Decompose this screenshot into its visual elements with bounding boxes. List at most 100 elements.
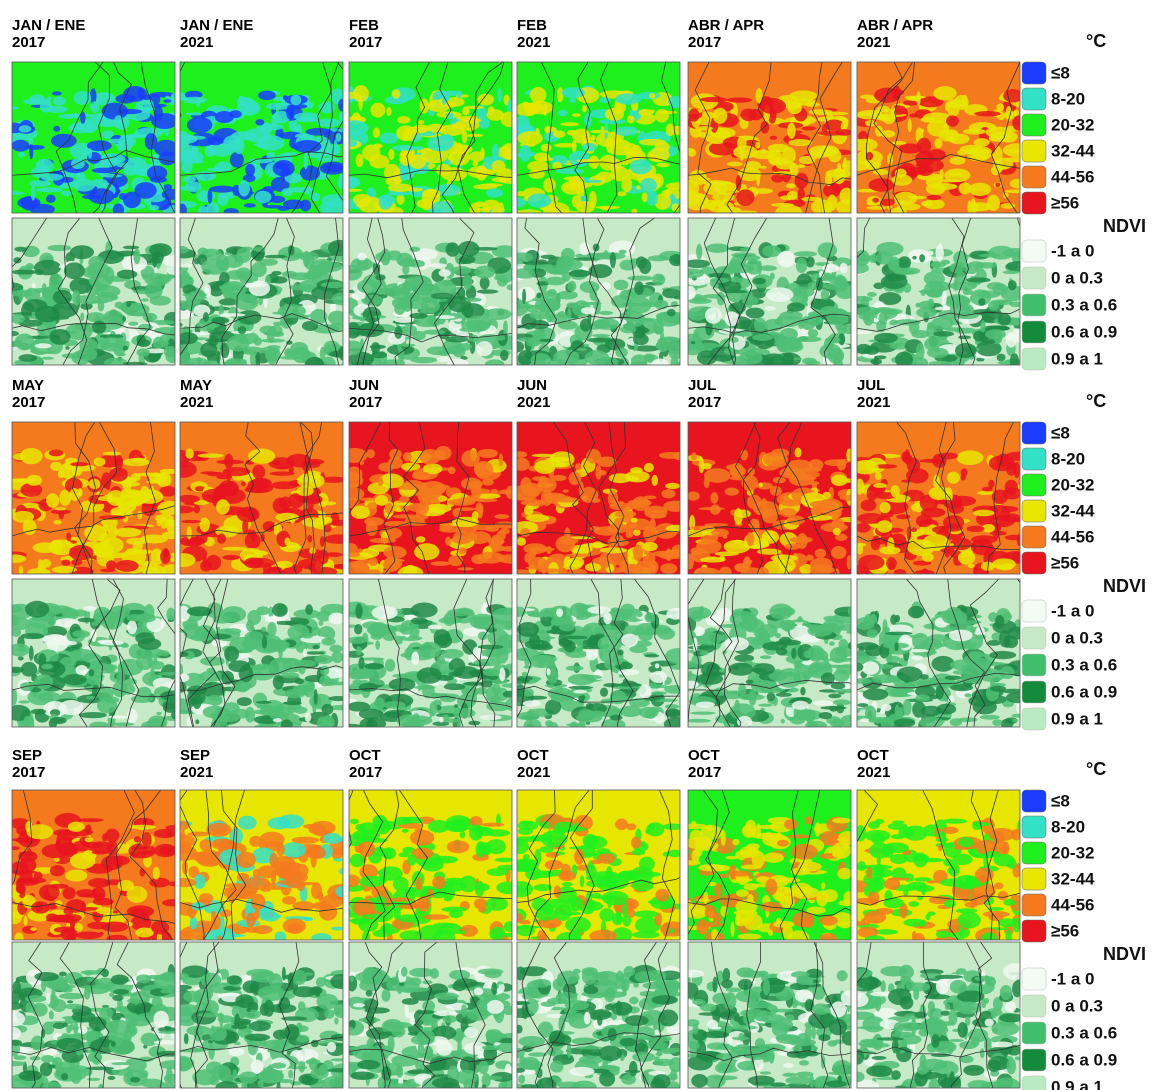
map-patch <box>261 338 286 342</box>
map-patch <box>173 300 194 309</box>
map-patch <box>761 498 767 509</box>
map-patch <box>120 146 124 151</box>
map-patch <box>76 665 88 675</box>
map-patch <box>696 539 721 554</box>
map-patch <box>474 266 495 279</box>
map-patch <box>53 126 60 132</box>
map-patch <box>245 164 255 176</box>
map-patch <box>369 557 378 566</box>
map-patch <box>831 682 846 689</box>
map-patch <box>971 535 997 543</box>
panel-month: MAY <box>12 377 44 394</box>
map-patch <box>521 500 542 506</box>
map-patch <box>41 357 54 360</box>
map-patch <box>880 502 891 513</box>
map-patch <box>469 151 484 161</box>
map-patch <box>694 568 719 577</box>
map-patch <box>1014 462 1020 478</box>
map-patch <box>236 267 252 279</box>
map-patch <box>856 642 878 650</box>
map-patch <box>660 563 677 574</box>
map-patch <box>267 622 277 637</box>
map-patch <box>1003 487 1022 499</box>
map-patch <box>262 636 267 649</box>
map-patch <box>739 248 749 251</box>
legend-label: 0.3 a 0.6 <box>1051 295 1117 314</box>
map-content <box>3 422 184 587</box>
map-patch <box>615 93 641 104</box>
map-patch <box>96 284 108 291</box>
map-patch <box>237 507 260 523</box>
map-panel <box>848 579 1039 739</box>
map-patch <box>137 511 142 519</box>
map-patch <box>643 542 658 551</box>
map-patch <box>373 127 380 138</box>
map-patch <box>630 159 652 174</box>
map-patch <box>620 326 636 334</box>
map-patch <box>307 270 324 275</box>
map-patch <box>643 354 654 362</box>
map-patch <box>565 554 592 558</box>
map-patch <box>452 517 479 527</box>
map-patch <box>708 273 730 278</box>
map-patch <box>546 668 550 675</box>
map-patch <box>511 198 526 208</box>
map-patch <box>671 126 685 135</box>
map-patch <box>41 664 53 670</box>
map-patch <box>260 258 278 265</box>
map-patch <box>807 625 832 636</box>
legend-swatch <box>1022 240 1046 262</box>
legend-swatch <box>1022 114 1046 136</box>
map-patch <box>320 347 326 361</box>
map-patch <box>915 303 920 308</box>
map-patch <box>69 278 92 294</box>
map-patch <box>992 719 1002 726</box>
map-patch <box>688 311 706 320</box>
map-patch <box>187 117 212 133</box>
map-patch <box>872 674 900 683</box>
map-patch <box>324 534 352 544</box>
map-patch <box>51 134 77 148</box>
map-patch <box>35 343 51 348</box>
map-patch <box>643 526 658 542</box>
map-patch <box>523 688 534 696</box>
map-patch <box>930 262 946 267</box>
map-patch <box>610 715 623 721</box>
map-patch <box>963 289 973 295</box>
legend-swatch <box>1022 294 1046 316</box>
panel-year: 2017 <box>12 394 45 411</box>
map-patch <box>671 301 678 307</box>
map-patch <box>378 477 383 486</box>
map-patch <box>903 699 912 715</box>
map-patch <box>312 645 319 649</box>
map-patch <box>696 244 702 260</box>
map-patch <box>173 506 195 514</box>
map-patch <box>490 489 498 494</box>
map-patch <box>921 201 933 207</box>
map-patch <box>34 260 61 276</box>
map-patch <box>946 115 959 126</box>
map-patch <box>822 492 831 500</box>
map-patch <box>99 641 123 646</box>
map-patch <box>477 552 505 564</box>
map-patch <box>992 558 1016 570</box>
map-patch <box>777 672 801 688</box>
map-patch <box>631 361 648 367</box>
map-patch <box>427 136 454 151</box>
map-patch <box>128 322 138 326</box>
map-patch <box>935 245 943 260</box>
map-patch <box>357 280 380 294</box>
map-patch <box>942 524 964 531</box>
map-patch <box>181 160 192 173</box>
map-patch <box>220 313 246 317</box>
map-patch <box>886 656 901 663</box>
map-patch <box>523 665 532 668</box>
map-patch <box>173 134 197 144</box>
map-patch <box>947 472 960 484</box>
map-patch <box>933 331 954 337</box>
map-patch <box>464 118 481 123</box>
legend-label: ≥56 <box>1051 193 1079 212</box>
map-patch <box>546 277 566 286</box>
map-patch <box>342 92 360 99</box>
map-patch <box>72 630 90 638</box>
